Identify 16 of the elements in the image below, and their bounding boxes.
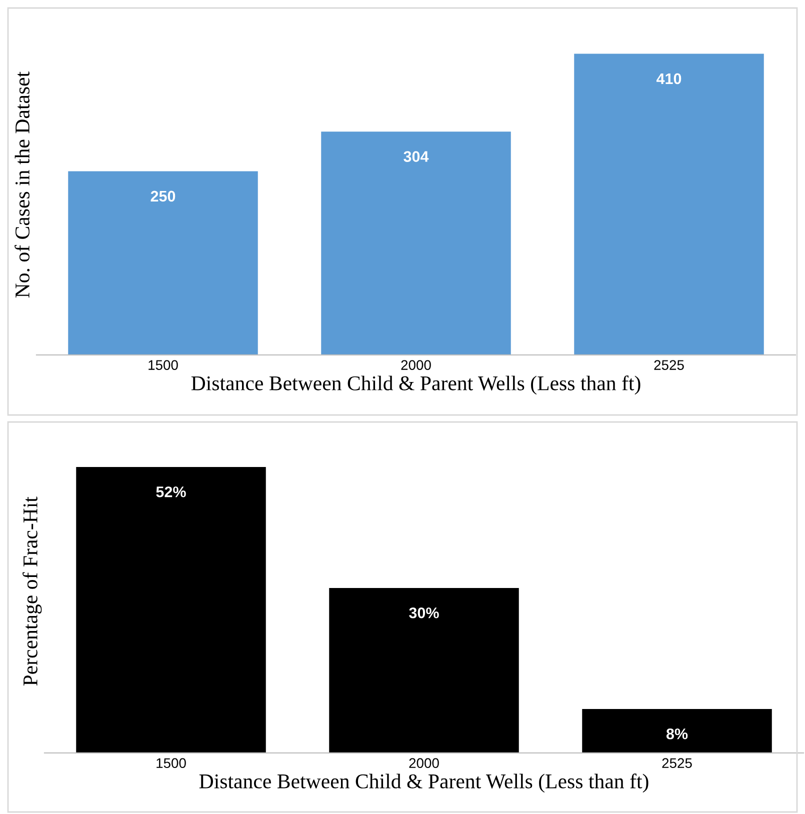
x-tick-label: 2000 xyxy=(401,360,431,370)
x-tick-label: 2000 xyxy=(409,758,439,768)
data-label: 304 xyxy=(404,151,429,162)
x-tick-label: 2525 xyxy=(654,360,684,370)
x-axis-title: Distance Between Child & Parent Wells (Less than ft) xyxy=(191,375,640,395)
x-tick-label: 2525 xyxy=(662,758,692,768)
data-label: 30% xyxy=(409,607,439,618)
y-axis-title: No. of Cases in the Dataset xyxy=(14,72,30,298)
x-tick-label: 1500 xyxy=(156,758,186,768)
x-axis-title: Distance Between Child & Parent Wells (Less than ft) xyxy=(199,774,648,793)
data-label: 250 xyxy=(150,190,176,202)
x-tick-label: 1500 xyxy=(148,360,178,370)
data-label: 8% xyxy=(666,728,688,740)
y-axis-title: Percentage of Frac-Hit xyxy=(22,496,42,686)
data-label: 52% xyxy=(156,486,186,498)
data-label: 410 xyxy=(656,73,682,84)
